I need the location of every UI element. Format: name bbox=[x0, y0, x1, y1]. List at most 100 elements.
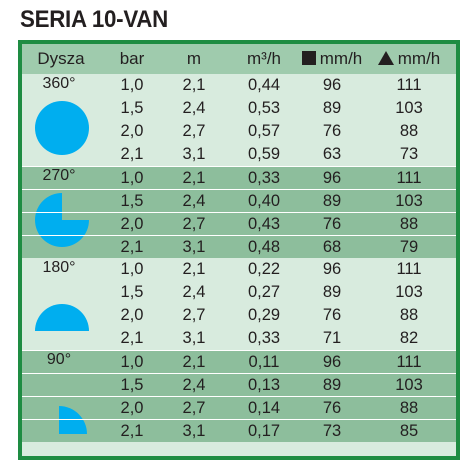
cell-mmh-square: 96 bbox=[322, 353, 342, 371]
table-row: 1,0 2,1 0,22 96 111 bbox=[22, 258, 456, 281]
page-title: SERIA 10-VAN bbox=[20, 6, 168, 33]
cell-mmh-triangle: 88 bbox=[399, 306, 419, 324]
cell-mmh-square: 89 bbox=[322, 376, 342, 394]
table-row: 2,0 2,7 0,29 76 88 bbox=[22, 304, 456, 327]
cell-m3h: 0,59 bbox=[247, 145, 281, 163]
cell-m3h: 0,22 bbox=[247, 260, 281, 278]
group-180: 180° 1,0 2,1 0,22 96 111 1,5 2,4 0,27 89… bbox=[22, 258, 456, 350]
cell-m3h: 0,43 bbox=[247, 215, 281, 233]
cell-mmh-square: 96 bbox=[322, 260, 342, 278]
cell-m: 2,1 bbox=[182, 260, 206, 278]
cell-bar: 1,0 bbox=[120, 76, 144, 94]
cell-bar: 1,5 bbox=[120, 192, 144, 210]
cell-mmh-square: 89 bbox=[322, 192, 342, 210]
cell-bar: 1,0 bbox=[120, 260, 144, 278]
cell-m: 3,1 bbox=[182, 422, 206, 440]
cell-bar: 2,0 bbox=[120, 215, 144, 233]
cell-m3h: 0,44 bbox=[247, 76, 281, 94]
cell-m3h: 0,48 bbox=[247, 238, 281, 256]
nozzle-angle-label: 180° bbox=[42, 259, 76, 276]
cell-mmh-square: 63 bbox=[322, 145, 342, 163]
cell-bar: 1,5 bbox=[120, 376, 144, 394]
cell-mmh-triangle: 111 bbox=[396, 353, 422, 371]
cell-m: 3,1 bbox=[182, 329, 206, 347]
three-quarter-circle-icon bbox=[35, 193, 89, 247]
cell-bar: 2,1 bbox=[120, 145, 144, 163]
cell-m3h: 0,11 bbox=[248, 353, 280, 371]
cell-mmh-square: 89 bbox=[322, 283, 342, 301]
cell-bar: 2,1 bbox=[120, 238, 144, 256]
cell-m: 3,1 bbox=[182, 238, 206, 256]
square-icon bbox=[301, 51, 316, 65]
cell-m3h: 0,14 bbox=[247, 399, 281, 417]
cell-m: 2,4 bbox=[182, 376, 206, 394]
cell-bar: 2,0 bbox=[120, 306, 144, 324]
header-mmh-triangle-label: mm/h bbox=[397, 49, 441, 68]
cell-m3h: 0,53 bbox=[247, 99, 281, 117]
cell-bar: 2,0 bbox=[120, 399, 144, 417]
cell-m: 2,1 bbox=[182, 76, 206, 94]
header-m: m bbox=[186, 49, 202, 68]
header-mmh-triangle: mm/h bbox=[360, 49, 458, 69]
table-header: Dysza bar m m³/h mm/h mm/h bbox=[22, 44, 456, 74]
table-row: 2,0 2,7 0,43 76 88 bbox=[22, 212, 456, 235]
cell-m: 2,7 bbox=[182, 215, 206, 233]
header-bar: bar bbox=[119, 49, 145, 68]
cell-mmh-square: 76 bbox=[322, 306, 342, 324]
cell-mmh-square: 89 bbox=[322, 99, 342, 117]
table-row: 1,5 2,4 0,53 89 103 bbox=[22, 97, 456, 120]
cell-mmh-triangle: 88 bbox=[399, 122, 419, 140]
full-circle-icon bbox=[35, 101, 89, 155]
nozzle-table: Dysza bar m m³/h mm/h mm/h 360° 1,0 2,1 … bbox=[18, 40, 460, 460]
cell-mmh-triangle: 85 bbox=[399, 422, 419, 440]
group-360: 360° 1,0 2,1 0,44 96 111 1,5 2,4 0,53 89… bbox=[22, 74, 456, 166]
cell-mmh-triangle: 88 bbox=[399, 215, 419, 233]
cell-bar: 2,1 bbox=[120, 329, 144, 347]
cell-bar: 1,5 bbox=[120, 99, 144, 117]
cell-m: 2,7 bbox=[182, 399, 206, 417]
group-90: 90° 1,0 2,1 0,11 96 111 1,5 2,4 0,13 89 … bbox=[22, 350, 456, 442]
cell-mmh-square: 96 bbox=[322, 76, 342, 94]
cell-m: 2,7 bbox=[182, 306, 206, 324]
cell-mmh-square: 71 bbox=[322, 329, 342, 347]
quarter-circle-icon bbox=[59, 406, 87, 434]
table-row: 2,1 3,1 0,59 63 73 bbox=[22, 143, 456, 166]
table-row: 1,0 2,1 0,44 96 111 bbox=[22, 74, 456, 97]
cell-m: 3,1 bbox=[182, 145, 206, 163]
nozzle-angle-label: 270° bbox=[42, 167, 76, 184]
cell-m3h: 0,13 bbox=[247, 376, 281, 394]
cell-bar: 1,0 bbox=[120, 353, 144, 371]
table-row: 1,5 2,4 0,40 89 103 bbox=[22, 189, 456, 212]
nozzle-angle-label: 360° bbox=[42, 75, 76, 92]
cell-bar: 2,1 bbox=[120, 422, 144, 440]
table-row: 2,0 2,7 0,14 76 88 bbox=[22, 396, 456, 419]
cell-mmh-square: 68 bbox=[322, 238, 342, 256]
triangle-icon bbox=[377, 51, 394, 65]
cell-m: 2,4 bbox=[182, 192, 206, 210]
cell-m: 2,4 bbox=[182, 283, 206, 301]
group-270: 270° 1,0 2,1 0,33 96 111 1,5 2,4 0,40 89… bbox=[22, 166, 456, 258]
header-mmh-square-label: mm/h bbox=[319, 49, 363, 68]
cell-m3h: 0,33 bbox=[247, 329, 281, 347]
table-row: 1,0 2,1 0,33 96 111 bbox=[22, 166, 456, 189]
cell-mmh-triangle: 103 bbox=[395, 99, 423, 117]
table-row: 1,0 2,1 0,11 96 111 bbox=[22, 350, 456, 373]
cell-mmh-triangle: 103 bbox=[395, 283, 423, 301]
table-row: 1,5 2,4 0,13 89 103 bbox=[22, 373, 456, 396]
cell-bar: 1,5 bbox=[120, 283, 144, 301]
cell-mmh-triangle: 111 bbox=[396, 76, 422, 94]
cell-m3h: 0,29 bbox=[247, 306, 281, 324]
nozzle-angle-label: 90° bbox=[46, 351, 72, 368]
cell-mmh-triangle: 111 bbox=[396, 260, 422, 278]
cell-mmh-triangle: 88 bbox=[399, 399, 419, 417]
table-row: 1,5 2,4 0,27 89 103 bbox=[22, 281, 456, 304]
cell-bar: 1,0 bbox=[120, 169, 144, 187]
cell-mmh-triangle: 103 bbox=[395, 192, 423, 210]
table-row: 2,1 3,1 0,17 73 85 bbox=[22, 419, 456, 442]
cell-m: 2,1 bbox=[182, 169, 206, 187]
cell-m: 2,7 bbox=[182, 122, 206, 140]
table-row: 2,1 3,1 0,33 71 82 bbox=[22, 327, 456, 350]
header-mmh-square: mm/h bbox=[284, 49, 380, 69]
cell-mmh-triangle: 111 bbox=[396, 169, 422, 187]
cell-mmh-square: 76 bbox=[322, 122, 342, 140]
